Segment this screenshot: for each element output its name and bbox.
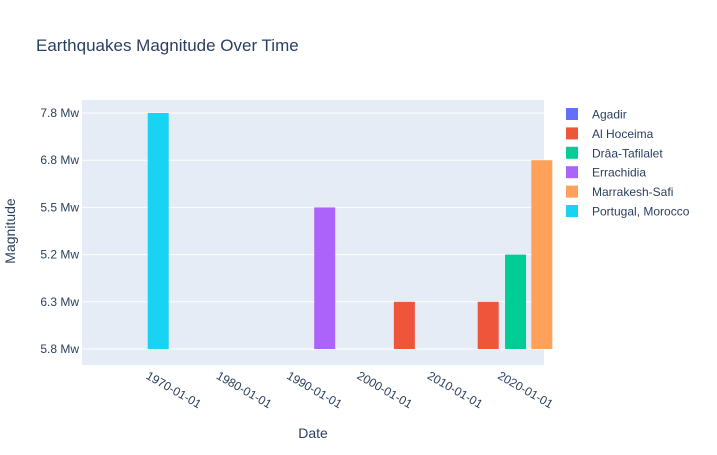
y-axis-title: Magnitude [2,198,18,264]
bars-layer [147,113,553,349]
legend-label: Agadir [592,108,627,122]
legend-swatch [566,166,578,179]
legend: Agadir Al Hoceima Drâa-Tafilalet Errachidia… [566,108,690,219]
legend-label: Marrakesh-Safi [592,185,673,199]
y-tick-label: 5.2 Mw [40,248,79,262]
x-tick-label: 1990-01-01 [284,368,344,411]
legend-item-marrakesh-safi[interactable]: Marrakesh-Safi [566,185,673,199]
legend-label: Al Hoceima [592,127,654,141]
legend-swatch [566,108,578,120]
y-tick-label: 5.5 Mw [40,200,79,214]
y-tick-label: 6.3 Mw [40,295,79,309]
x-tick-label: 2020-01-01 [495,368,555,411]
legend-swatch [566,185,578,198]
y-tick-label: 7.8 Mw [40,106,79,120]
legend-item-portugal-morocco[interactable]: Portugal, Morocco [566,205,690,219]
legend-swatch [566,205,578,217]
x-tick-label: 1970-01-01 [144,368,204,411]
y-tick-label: 6.8 Mw [40,153,79,167]
legend-item-errachidia[interactable]: Errachidia [566,166,646,180]
bar-al-hoceima[interactable] [393,301,415,349]
legend-item-al-hoceima[interactable]: Al Hoceima [566,127,654,141]
chart-title: Earthquakes Magnitude Over Time [36,36,299,55]
legend-item-agadir[interactable]: Agadir [566,108,627,122]
legend-label: Portugal, Morocco [592,205,690,219]
bar-errachidia[interactable] [314,207,336,349]
x-axis-title: Date [298,425,328,441]
bar-al-hoceima[interactable] [477,301,499,349]
x-tick-label: 2010-01-01 [425,368,485,411]
bar-portugal-morocco[interactable] [147,113,169,349]
legend-label: Drâa-Tafilalet [592,146,663,160]
y-tick-labels: 5.8 Mw 6.3 Mw 5.2 Mw 5.5 Mw 6.8 Mw 7.8 Mw [40,106,79,356]
y-tick-label: 5.8 Mw [40,342,79,356]
legend-label: Errachidia [592,166,646,180]
legend-swatch [566,146,578,159]
x-tick-labels: 1970-01-01 1980-01-01 1990-01-01 2000-01-01… [144,368,556,411]
x-tick-label: 2000-01-01 [355,368,415,411]
bar-draa-tafilalet[interactable] [505,254,527,349]
bar-marrakesh-safi[interactable] [531,160,553,349]
legend-swatch [566,127,578,140]
legend-item-draa-tafilalet[interactable]: Drâa-Tafilalet [566,146,663,160]
x-tick-label: 1980-01-01 [214,368,274,411]
